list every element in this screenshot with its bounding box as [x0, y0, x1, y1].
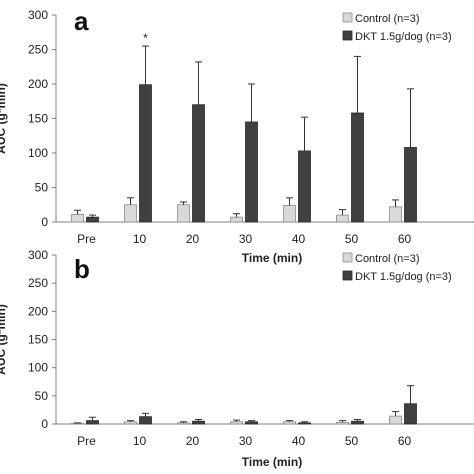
bar-dkt: [245, 121, 258, 223]
y-axis-title: AUC (g*min): [0, 83, 8, 154]
x-tick-label: 40: [292, 232, 306, 246]
bar-control: [124, 421, 137, 425]
bar-control: [177, 204, 190, 223]
y-tick-label: 0: [41, 417, 48, 431]
y-tick-label: 300: [28, 8, 48, 22]
y-tick-label: 200: [28, 77, 48, 91]
bar-control: [389, 415, 402, 425]
y-tick-label: 300: [28, 248, 48, 262]
panel-label: b: [74, 254, 90, 284]
x-axis-title: Time (min): [242, 251, 302, 265]
x-tick-label: 50: [345, 232, 359, 246]
bar-dkt: [86, 420, 99, 425]
x-tick-label: 20: [186, 232, 200, 246]
x-tick-label: 30: [239, 434, 253, 448]
x-tick-label: Pre: [77, 434, 96, 448]
bar-dkt: [298, 150, 311, 223]
panel-label: a: [74, 6, 89, 36]
legend-swatch: [342, 252, 353, 263]
bar-dkt: [139, 84, 152, 223]
bar-control: [230, 421, 243, 425]
bar-control: [71, 214, 84, 223]
x-tick-label: 60: [398, 232, 412, 246]
bar-dkt: [404, 403, 417, 425]
x-tick-label: 50: [345, 434, 359, 448]
bar-dkt: [139, 416, 152, 425]
y-axis-title: AUC (g*min): [0, 304, 8, 375]
x-axis-title: Time (min): [242, 455, 302, 469]
bar-control: [389, 206, 402, 223]
bar-control: [283, 205, 296, 223]
bar-dkt: [404, 147, 417, 223]
y-tick-label: 100: [28, 361, 48, 375]
x-tick-label: Pre: [77, 232, 96, 246]
bar-dkt: [192, 104, 205, 223]
bar-control: [230, 216, 243, 223]
x-tick-label: 20: [186, 434, 200, 448]
y-tick-label: 0: [41, 215, 48, 229]
y-tick-label: 50: [35, 389, 49, 403]
bar-control: [336, 214, 349, 223]
legend-label: Control (n=3): [355, 253, 420, 265]
bar-dkt: [298, 422, 311, 425]
bar-dkt: [351, 420, 364, 425]
bar-dkt: [245, 421, 258, 425]
panel-a: 0 50 100 150 200 250 300 AUC (g*min) Pre 10 20 30 40…: [0, 6, 474, 265]
legend-swatch: [342, 270, 353, 281]
y-tick-label: 250: [28, 43, 48, 57]
legend-swatch: [342, 12, 353, 23]
bar-control: [71, 423, 84, 425]
y-tick-label: 50: [35, 181, 49, 195]
y-tick-label: 200: [28, 304, 48, 318]
bar-control: [177, 422, 190, 425]
x-tick-label: 10: [133, 434, 147, 448]
legend-label: DKT 1.5g/dog (n=3): [355, 31, 452, 43]
legend-label: Control (n=3): [355, 13, 420, 25]
y-tick-label: 150: [28, 333, 48, 347]
y-tick-label: 250: [28, 276, 48, 290]
bar-dkt: [351, 112, 364, 223]
x-tick-label: 30: [239, 232, 253, 246]
legend-label: DKT 1.5g/dog (n=3): [355, 271, 452, 283]
y-tick-label: 100: [28, 146, 48, 160]
x-tick-label: 60: [398, 434, 412, 448]
x-tick-label: 10: [133, 232, 147, 246]
bar-control: [124, 204, 137, 223]
panel-b: 0 50 100 150 200 250 300 AUC (g*min) Pre 10 20 30 40…: [0, 248, 474, 469]
significance-marker: *: [143, 31, 148, 45]
legend-swatch: [342, 30, 353, 41]
y-tick-label: 150: [28, 112, 48, 126]
bar-control: [336, 421, 349, 425]
bar-dkt: [86, 216, 99, 223]
bar-dkt: [192, 420, 205, 425]
bar-control: [283, 421, 296, 425]
x-tick-label: 40: [292, 434, 306, 448]
